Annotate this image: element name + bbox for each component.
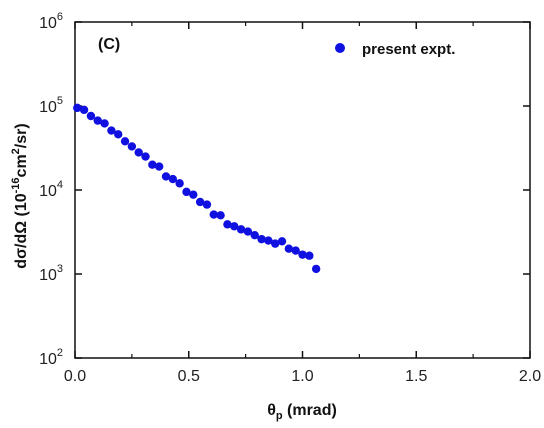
y-axis: 102 103 104 105 106 <box>39 11 530 368</box>
data-point <box>311 264 321 274</box>
data-point <box>284 244 294 253</box>
data-point <box>114 130 123 139</box>
data-point <box>264 236 273 245</box>
data-point <box>127 142 137 151</box>
y-tick-label: 102 <box>39 347 63 368</box>
x-axis-title: θp (mrad) <box>267 402 337 422</box>
panel-label: (C) <box>98 36 120 53</box>
legend: present expt. <box>335 41 455 58</box>
data-point <box>223 220 232 229</box>
y-tick-label: 105 <box>39 95 63 116</box>
data-point <box>154 162 164 171</box>
data-point <box>168 174 178 184</box>
x-tick-label: 1.0 <box>291 368 313 385</box>
data-point <box>257 234 266 244</box>
data-point <box>277 237 287 246</box>
data-series-present-expt <box>73 103 321 274</box>
x-tick-label: 2.0 <box>519 368 541 385</box>
plot-border <box>74 21 531 359</box>
data-point <box>73 103 82 113</box>
data-point <box>298 250 307 259</box>
x-tick-label: 0.5 <box>178 368 200 385</box>
data-point <box>175 179 184 188</box>
data-point <box>230 222 239 231</box>
data-point <box>120 137 130 146</box>
x-axis: 0.0 0.5 1.0 1.5 2.0 <box>64 22 541 385</box>
y-tick-label: 104 <box>39 179 63 200</box>
y-axis-title: dσ/dΩ (10-16cm2/sr) <box>10 123 30 268</box>
y-tick-label: 103 <box>39 263 63 284</box>
data-point <box>291 246 300 255</box>
data-point <box>195 197 205 207</box>
x-tick-label: 1.5 <box>405 368 427 385</box>
legend-label: present expt. <box>362 41 455 58</box>
data-point <box>243 227 253 236</box>
legend-marker <box>335 43 345 53</box>
data-point <box>79 105 89 115</box>
y-tick-label: 106 <box>39 11 63 32</box>
data-point <box>161 172 171 181</box>
x-tick-label: 0.0 <box>64 368 86 385</box>
data-point <box>141 152 150 161</box>
data-point <box>209 210 218 219</box>
data-point <box>100 119 109 128</box>
data-point <box>216 211 225 220</box>
data-point <box>202 200 212 209</box>
data-point <box>148 160 157 169</box>
data-point <box>189 190 198 199</box>
data-point <box>271 239 280 248</box>
data-point <box>182 187 191 197</box>
data-point <box>134 148 143 157</box>
data-point <box>250 230 259 240</box>
data-point <box>236 225 246 234</box>
data-point <box>107 126 116 135</box>
plot-frame <box>74 21 531 359</box>
data-point <box>305 251 314 260</box>
data-point <box>93 116 102 125</box>
data-point <box>86 111 96 121</box>
